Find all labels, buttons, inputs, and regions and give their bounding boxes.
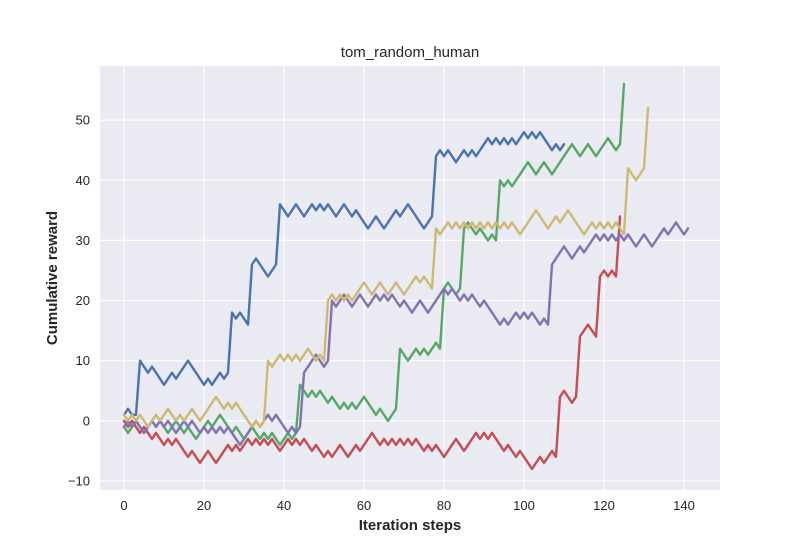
x-tick-label: 20 xyxy=(197,498,211,513)
y-tick-label: −10 xyxy=(68,473,90,488)
y-axis-ticks: −10 0 10 20 30 40 50 xyxy=(68,113,90,489)
x-tick-label: 100 xyxy=(513,498,535,513)
series-line-5 xyxy=(122,106,650,429)
plot-background xyxy=(100,66,720,490)
x-tick-label: 120 xyxy=(593,498,615,513)
y-tick-label: 10 xyxy=(76,353,90,368)
y-tick-label: 20 xyxy=(76,293,90,308)
y-axis-label: Cumulative reward xyxy=(44,211,61,345)
series-line-2 xyxy=(122,82,626,447)
x-tick-label: 60 xyxy=(357,498,371,513)
series-line-1 xyxy=(122,131,566,416)
y-tick-label: 50 xyxy=(76,113,90,128)
x-tick-label: 0 xyxy=(120,498,127,513)
x-axis-label: Iteration steps xyxy=(359,517,462,534)
y-tick-label: 30 xyxy=(76,233,90,248)
series-line-4 xyxy=(122,221,690,447)
x-tick-label: 140 xyxy=(673,498,695,513)
y-tick-label: 0 xyxy=(83,413,90,428)
x-tick-label: 80 xyxy=(437,498,451,513)
y-tick-label: 40 xyxy=(76,173,90,188)
x-axis-ticks: 0 20 40 60 80 100 120 140 xyxy=(120,498,694,513)
series-line-3 xyxy=(122,215,622,471)
chart-title: tom_random_human xyxy=(341,44,479,61)
series-layer xyxy=(122,82,690,471)
x-tick-label: 40 xyxy=(277,498,291,513)
